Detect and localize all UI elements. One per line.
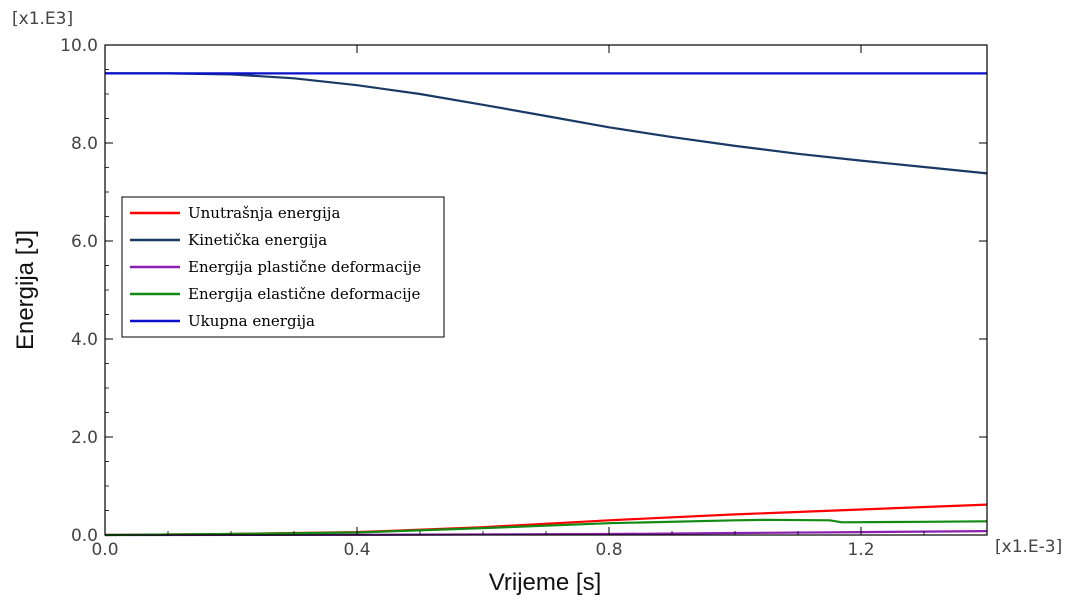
x-multiplier-label: [x1.E-3] [995, 537, 1062, 557]
legend-label: Energija elastične deformacije [188, 285, 421, 303]
x-tick-label: 0.8 [595, 540, 622, 560]
y-axis-label: Energija [J] [12, 230, 39, 350]
y-tick-label: 10.0 [60, 36, 98, 56]
x-tick-label: 0.0 [91, 540, 118, 560]
legend: Unutrašnja energija Kinetička energija Ene… [121, 196, 445, 338]
y-tick-label: 6.0 [71, 232, 98, 252]
series-line-unutrasnja-energija [104, 503, 988, 537]
x-tick-label: 1.2 [847, 540, 874, 560]
x-axis-label: Vrijeme [s] [489, 569, 601, 596]
y-tick-label: 2.0 [71, 428, 98, 448]
legend-label: Kinetička energija [188, 231, 327, 249]
x-tick-label: 0.4 [343, 540, 370, 560]
legend-label: Energija plastične deformacije [188, 258, 421, 276]
y-tick-label: 0.0 [71, 526, 98, 546]
y-tick-label: 8.0 [71, 134, 98, 154]
series-line-kineticka-energija [105, 72, 988, 175]
y-tick-label: 4.0 [71, 330, 98, 350]
y-multiplier-label: [x1.E3] [12, 9, 73, 29]
series-line-energija-elasticne-deformacije [104, 518, 988, 537]
legend-label: Unutrašnja energija [188, 204, 340, 222]
legend-label: Ukupna energija [188, 312, 315, 330]
